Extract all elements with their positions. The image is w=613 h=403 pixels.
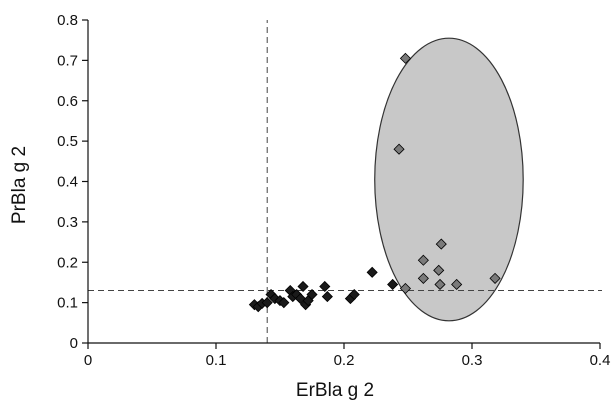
data-point bbox=[399, 282, 412, 295]
x-tick-label: 0 bbox=[84, 352, 92, 369]
data-point bbox=[321, 291, 333, 303]
data-point bbox=[297, 280, 309, 293]
y-tick-label: 0.4 bbox=[57, 174, 78, 191]
y-tick-label: 0.2 bbox=[57, 254, 78, 271]
data-point bbox=[348, 288, 360, 301]
x-tick-label: 0.1 bbox=[206, 352, 227, 369]
x-axis-title: ErBla g 2 bbox=[296, 380, 374, 401]
data-point bbox=[393, 143, 405, 155]
data-point bbox=[434, 278, 446, 291]
x-tick-label: 0.4 bbox=[590, 352, 611, 369]
points-layer bbox=[248, 52, 501, 313]
data-point bbox=[387, 278, 399, 291]
y-tick-label: 0.1 bbox=[57, 295, 78, 312]
y-tick-label: 0.6 bbox=[57, 93, 78, 110]
ellipse-region-layer bbox=[374, 37, 524, 322]
cutoff-lines-layer bbox=[88, 20, 602, 343]
y-tick-label: 0.7 bbox=[57, 52, 78, 69]
data-point bbox=[489, 272, 501, 284]
y-tick-label: 0.3 bbox=[57, 214, 78, 231]
data-point bbox=[294, 293, 307, 305]
data-point bbox=[399, 52, 412, 64]
data-point bbox=[417, 254, 429, 266]
data-point bbox=[278, 297, 290, 309]
x-tick-label: 0.3 bbox=[462, 352, 483, 369]
y-axis-title: PrBla g 2 bbox=[9, 146, 30, 224]
data-point bbox=[319, 280, 331, 293]
axes-layer: 0 0.1 0.2 0.3 0.4 0 0.1 0.2 0.3 0.4 0.5 0.6 0.7 0.8 bbox=[57, 12, 610, 369]
data-point bbox=[435, 238, 447, 250]
data-point bbox=[417, 272, 429, 284]
y-tick-label: 0 bbox=[70, 335, 78, 352]
data-point bbox=[366, 266, 378, 278]
y-tick-label: 0.5 bbox=[57, 133, 78, 150]
highlight-ellipse bbox=[374, 37, 524, 322]
data-point bbox=[306, 288, 318, 301]
data-point bbox=[433, 264, 445, 276]
data-point bbox=[261, 297, 273, 309]
data-point bbox=[451, 278, 463, 291]
x-tick-label: 0.2 bbox=[334, 352, 355, 369]
y-tick-label: 0.8 bbox=[57, 12, 78, 29]
